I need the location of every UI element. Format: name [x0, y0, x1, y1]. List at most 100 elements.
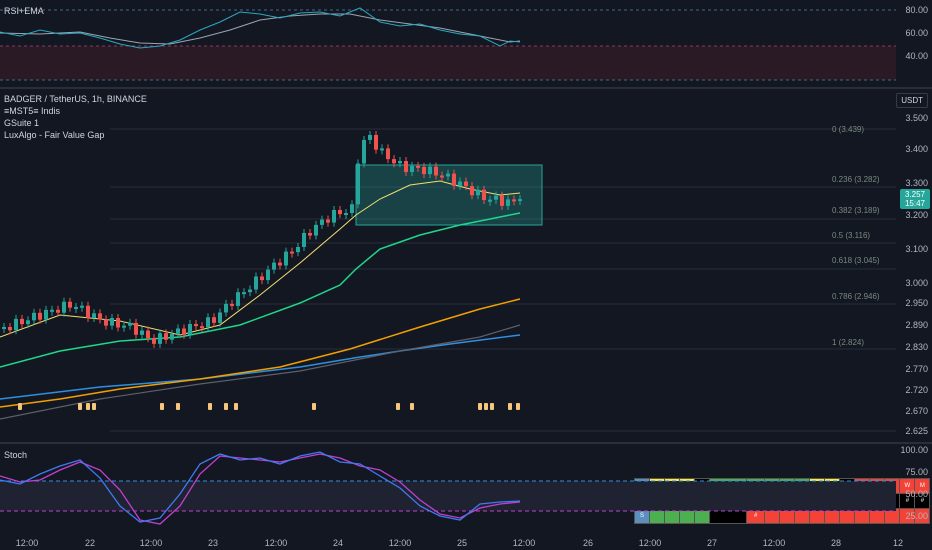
- price-axis[interactable]: 3.500 3.400 3.300 3.200 3.100 3.000 2.95…: [896, 89, 932, 442]
- currency-button[interactable]: USDT: [896, 93, 928, 108]
- time-tick: 26: [582, 538, 594, 548]
- signal-marker: [478, 403, 482, 410]
- indicator-legend-3[interactable]: LuxAlgo - Fair Value Gap: [4, 130, 105, 140]
- stoch-pane[interactable]: Stoch 100.00 75.00 50.00 25.00: [0, 444, 932, 532]
- indicator-legend-1[interactable]: ≡MST5≡ Indis: [4, 106, 61, 116]
- signal-marker: [18, 403, 22, 410]
- signal-marker: [224, 403, 228, 410]
- stoch-axis: 100.00 75.00 50.00 25.00: [896, 444, 932, 532]
- indicator-legend-2[interactable]: GSuite 1: [4, 118, 40, 128]
- fib-label: 0.5 (3.116): [832, 231, 871, 240]
- candle-body: [254, 276, 258, 290]
- candle-body: [482, 189, 486, 201]
- price-tick: 3.300: [905, 178, 928, 188]
- fib-label: 0 (3.439): [832, 125, 865, 134]
- fib-label: 0.618 (3.045): [832, 256, 880, 265]
- candle-body: [410, 165, 414, 173]
- stoch-title: Stoch: [4, 450, 28, 460]
- candle-body: [302, 232, 306, 247]
- candle-body: [296, 246, 300, 253]
- candle-body: [26, 320, 30, 325]
- stoch-tick: 25.00: [905, 511, 928, 521]
- candle-body: [104, 319, 108, 326]
- pane-separator[interactable]: [0, 87, 932, 89]
- candle-body: [146, 330, 150, 339]
- time-tick: 23: [207, 538, 219, 548]
- ema-grey-line: [0, 324, 521, 420]
- price-tick: 3.200: [905, 210, 928, 220]
- candle-body: [386, 148, 390, 160]
- candle-body: [446, 173, 450, 177]
- candle-body: [206, 317, 210, 328]
- candle-body: [38, 312, 42, 320]
- candle-body: [44, 309, 48, 320]
- signal-marker: [78, 403, 82, 410]
- candle-body: [440, 175, 444, 178]
- signal-cell: [914, 508, 931, 524]
- time-tick: 12:00: [388, 538, 412, 548]
- candle-body: [248, 289, 252, 293]
- fib-label: 0.786 (2.946): [832, 292, 880, 301]
- signal-cell: [664, 508, 680, 524]
- time-tick: 25: [456, 538, 468, 548]
- ema-blue-line: [0, 334, 521, 400]
- ema-green-line: [0, 212, 521, 368]
- signal-marker: [176, 403, 180, 410]
- fib-label: 1 (2.824): [832, 338, 865, 347]
- signal-marker: [160, 403, 164, 410]
- rsi-pane[interactable]: RSI+EMA 80.00 60.00 40.00: [0, 0, 932, 87]
- time-axis[interactable]: 12:00 22 12:00 23 12:00 24 12:00 25 12:0…: [0, 532, 932, 550]
- rsi-tick: 60.00: [905, 28, 928, 38]
- candle-body: [470, 186, 474, 196]
- candle-body: [182, 328, 186, 335]
- candle-body: [404, 161, 408, 173]
- signal-marker: [516, 403, 520, 410]
- signal-markers: [18, 403, 520, 410]
- candle-body: [74, 306, 78, 309]
- candle-body: [458, 181, 462, 186]
- price-tick: 2.830: [905, 342, 928, 352]
- price-plot[interactable]: [0, 89, 896, 442]
- signal-cell: [709, 508, 747, 524]
- pane-separator[interactable]: [0, 442, 932, 444]
- rsi-tick: 80.00: [905, 5, 928, 15]
- candle-body: [260, 276, 264, 281]
- candle-body: [494, 195, 498, 200]
- candle-body: [506, 199, 510, 206]
- candle-body: [362, 139, 366, 164]
- candle-body: [2, 326, 6, 329]
- price-pane[interactable]: BADGER / TetherUS, 1h, BINANCE ≡MST5≡ In…: [0, 89, 932, 524]
- candle-body: [86, 305, 90, 319]
- signal-marker: [92, 403, 96, 410]
- candle-body: [230, 303, 234, 306]
- candle-body: [212, 317, 216, 323]
- candle-body: [152, 338, 156, 344]
- time-tick: 12:00: [638, 538, 662, 548]
- candle-body: [158, 333, 162, 344]
- candle-body: [416, 165, 420, 168]
- signal-cell: [854, 508, 871, 524]
- candle-body: [476, 189, 480, 196]
- candle-body: [62, 301, 66, 313]
- rsi-tick: 40.00: [905, 51, 928, 61]
- price-tick: 3.000: [905, 278, 928, 288]
- candle-body: [80, 305, 84, 308]
- stoch-tick: 100.00: [900, 445, 928, 455]
- price-tick: 3.500: [905, 113, 928, 123]
- price-tick: 2.890: [905, 320, 928, 330]
- signal-marker: [208, 403, 212, 410]
- rsi-plot: [0, 7, 896, 81]
- signal-marker: [234, 403, 238, 410]
- candle-body: [500, 195, 504, 206]
- candle-body: [140, 330, 144, 335]
- candle-body: [326, 219, 330, 223]
- candle-body: [176, 328, 180, 334]
- candle-body: [164, 333, 168, 340]
- time-tick: 22: [84, 538, 96, 548]
- candle-body: [266, 269, 270, 281]
- candle-body: [218, 312, 222, 323]
- signal-cell: #: [914, 493, 931, 509]
- candle-body: [194, 323, 198, 327]
- symbol-title[interactable]: BADGER / TetherUS, 1h, BINANCE: [4, 94, 147, 104]
- stoch-tick: 75.00: [905, 467, 928, 477]
